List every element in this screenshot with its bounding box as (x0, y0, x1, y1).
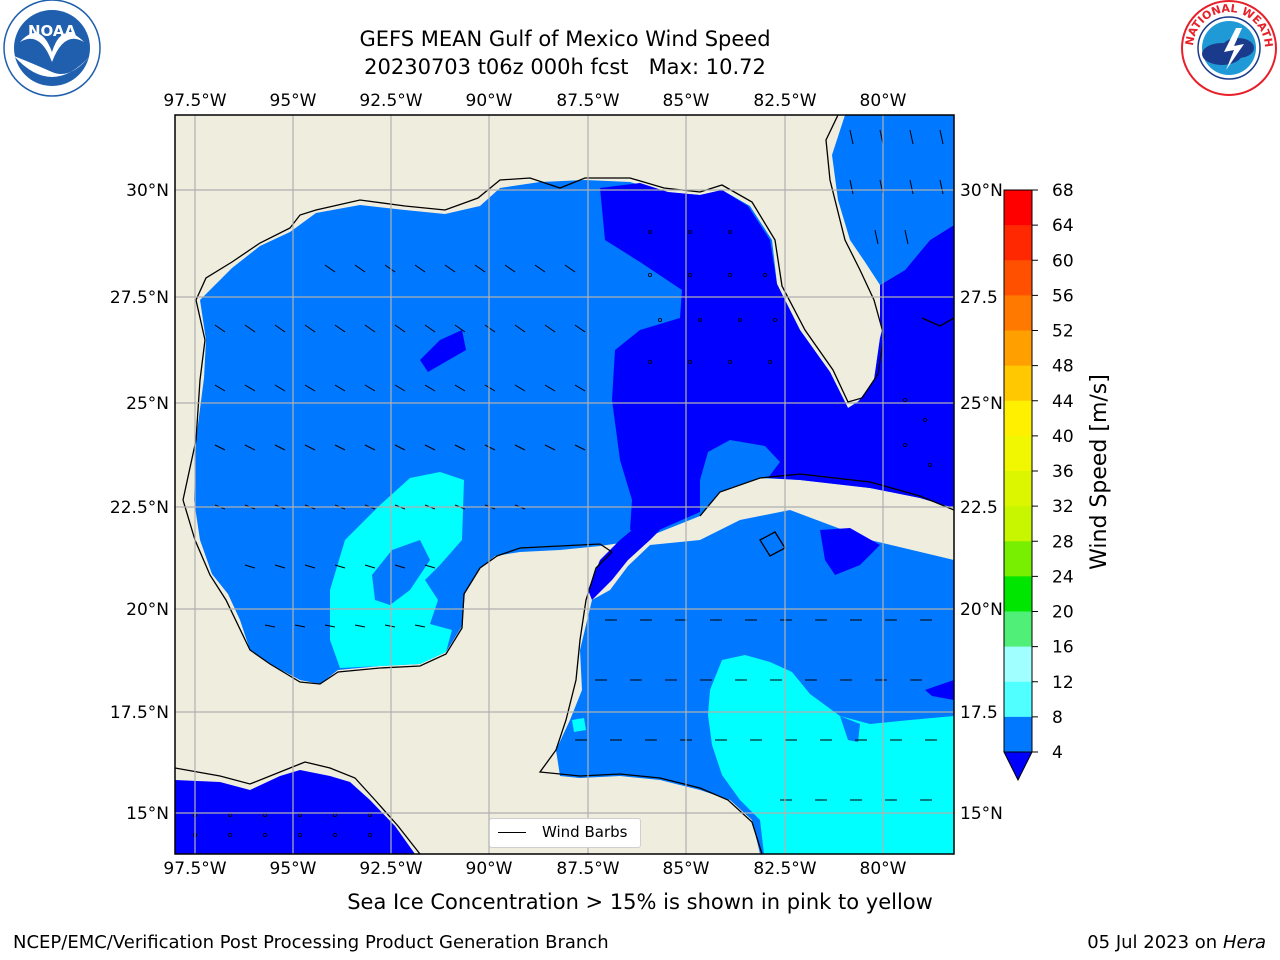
wind-field-atlantic (832, 115, 954, 285)
legend-label: Wind Barbs (542, 823, 628, 841)
wind-field-pacific (175, 770, 415, 854)
lat-label: 30°N (126, 181, 169, 201)
nws-logo: NATIONAL WEATHER SERVICE (0, 0, 1277, 96)
lat-label: 30°N (960, 181, 1003, 201)
lon-label: 90°W (466, 859, 513, 879)
lon-label: 85°W (663, 859, 710, 879)
legend-line-icon (498, 832, 526, 833)
lat-label: 20°N (960, 600, 1003, 620)
colorbar-segment (1004, 471, 1032, 507)
lon-label: 80°W (860, 859, 907, 879)
lon-labels-top: 97.5°W 95°W 92.5°W 90°W 87.5°W 85°W 82.5… (163, 91, 906, 111)
colorbar-tick-label: 12 (1052, 673, 1074, 693)
colorbar-tick-label: 20 (1052, 603, 1074, 623)
colorbar-tick-label: 32 (1052, 497, 1074, 517)
colorbar-tick-label: 44 (1052, 392, 1074, 412)
lon-label: 95°W (270, 91, 317, 111)
lon-label: 90°W (466, 91, 513, 111)
colorbar-segment (1004, 541, 1032, 577)
colorbar-tick-label: 52 (1052, 322, 1074, 342)
nws-logo-text: NATIONAL WEATHER SERVICE (0, 0, 1275, 48)
colorbar-segment (1004, 400, 1032, 437)
noaa-logo-text: NOAA (28, 22, 77, 40)
colorbar-segment (1004, 260, 1032, 296)
lon-label: 87.5°W (556, 91, 619, 111)
lon-label: 82.5°W (753, 859, 816, 879)
lon-label: 87.5°W (556, 859, 619, 879)
lon-label: 95°W (270, 859, 317, 879)
colorbar-tick-label: 56 (1052, 286, 1074, 306)
wind-barbs-legend: Wind Barbs (489, 818, 641, 848)
lat-label: 27.5 (960, 288, 998, 308)
colorbar-tick-label: 8 (1052, 708, 1063, 728)
lat-label: 22.5°N (110, 498, 169, 518)
colorbar-segment (1004, 646, 1032, 683)
map-subtitle: 20230703 t06z 000h fcst Max: 10.72 (364, 55, 766, 79)
colorbar-tick-label: 28 (1052, 532, 1074, 552)
colorbar-segment (1004, 576, 1032, 612)
colorbar-tick-label: 24 (1052, 567, 1074, 587)
wind-field-caribbean-cyan (708, 655, 954, 854)
colorbar-tick-label: 68 (1052, 181, 1074, 201)
colorbar-segment (1004, 435, 1032, 472)
map-area (175, 115, 954, 854)
lon-label: 80°W (860, 91, 907, 111)
lat-label: 20°N (126, 600, 169, 620)
lat-label: 25°N (126, 394, 169, 414)
wind-field-ne-gulf (600, 183, 954, 534)
colorbar-tick-label: 40 (1052, 427, 1074, 447)
lat-labels-left: 30°N 27.5°N 25°N 22.5°N 20°N 17.5°N 15°N (110, 181, 169, 824)
colorbar-tick-label: 4 (1052, 743, 1063, 763)
colorbar-tick-label: 60 (1052, 251, 1074, 271)
lat-labels-right: 30°N 27.5 25°N 22.5 20°N 17.5 15°N (960, 181, 1003, 824)
colorbar-segment (1004, 295, 1032, 331)
colorbar-tick-label: 48 (1052, 357, 1074, 377)
colorbar-label: Wind Speed [m/s] (1087, 374, 1112, 570)
lon-label: 92.5°W (359, 91, 422, 111)
colorbar-segment (1004, 365, 1032, 402)
lat-label: 22.5 (960, 498, 998, 518)
lon-label: 85°W (663, 91, 710, 111)
colorbar-segment (1004, 330, 1032, 367)
colorbar-segment (1004, 506, 1032, 542)
colorbar: 68 64 60 56 52 48 44 40 36 32 28 24 20 16 12 8 4 (1003, 181, 1074, 782)
colorbar-extend (1003, 751, 1033, 782)
gridlines (175, 115, 954, 854)
colorbar-segment (1004, 611, 1032, 648)
lat-label: 15°N (960, 804, 1003, 824)
colorbar-tick-label: 64 (1052, 216, 1074, 236)
colorbar-tick-label: 16 (1052, 638, 1074, 658)
lat-label: 25°N (960, 394, 1003, 414)
footer-date: 05 Jul 2023 on Hera (1087, 932, 1266, 953)
lat-label: 17.5 (960, 703, 998, 723)
footer-branch: NCEP/EMC/Verification Post Processing Pr… (13, 932, 609, 953)
colorbar-segment (1004, 681, 1032, 718)
lon-label: 82.5°W (753, 91, 816, 111)
lat-label: 17.5°N (110, 703, 169, 723)
map-frame (174, 114, 955, 855)
sea-ice-note: Sea Ice Concentration > 15% is shown in … (347, 890, 933, 914)
lat-label: 15°N (126, 804, 169, 824)
lon-label: 97.5°W (163, 859, 226, 879)
colorbar-tick-label: 36 (1052, 462, 1074, 482)
colorbar-segment (1004, 190, 1032, 226)
lon-label: 97.5°W (163, 91, 226, 111)
colorbar-segment (1004, 225, 1032, 261)
footer-date-text: 05 Jul 2023 on (1087, 932, 1223, 953)
map-title: GEFS MEAN Gulf of Mexico Wind Speed (359, 27, 771, 51)
lon-label: 92.5°W (359, 859, 422, 879)
footer-host: Hera (1222, 932, 1266, 953)
colorbar-segment (1004, 716, 1032, 753)
noaa-logo: NOAA (3, 0, 101, 97)
lat-label: 27.5°N (110, 288, 169, 308)
lon-labels-bottom: 97.5°W 95°W 92.5°W 90°W 87.5°W 85°W 82.5… (163, 859, 906, 879)
